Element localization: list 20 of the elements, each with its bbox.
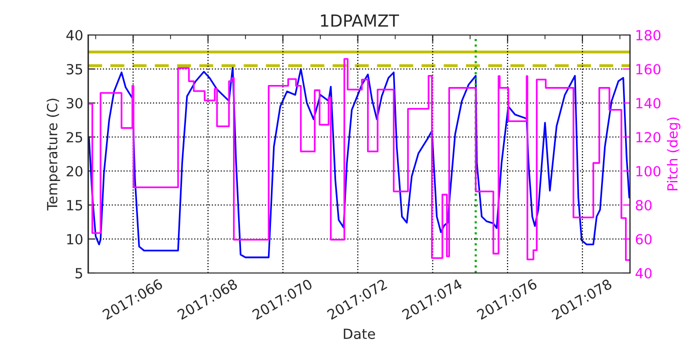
y-tick-label: 40 (66, 30, 82, 40)
y2-tick-label: 160 (636, 64, 660, 74)
y2-tick-label: 80 (636, 200, 652, 210)
y2-tick-label: 140 (636, 98, 660, 108)
y-tick-label: 15 (67, 200, 82, 210)
x-axis-title: Date (344, 328, 375, 340)
y-tick-label: 10 (67, 234, 82, 244)
y2-tick-label: 180 (636, 30, 660, 40)
y2-tick-label: 120 (636, 132, 660, 142)
y-tick-label: 5 (76, 268, 82, 278)
y2-tick-label: 60 (636, 234, 652, 244)
y2-tick-label: 40 (636, 268, 652, 278)
y-tick-label: 20 (66, 166, 82, 176)
y-axis-title: Temperature (C) (46, 98, 60, 210)
chart-title: 1DPAMZT (321, 14, 400, 27)
y-tick-label: 30 (66, 98, 82, 108)
y-tick-label: 35 (66, 64, 82, 74)
y-tick-label: 25 (66, 132, 82, 142)
y2-tick-label: 100 (636, 166, 660, 176)
y2-axis-title: Pitch (deg) (666, 118, 680, 190)
